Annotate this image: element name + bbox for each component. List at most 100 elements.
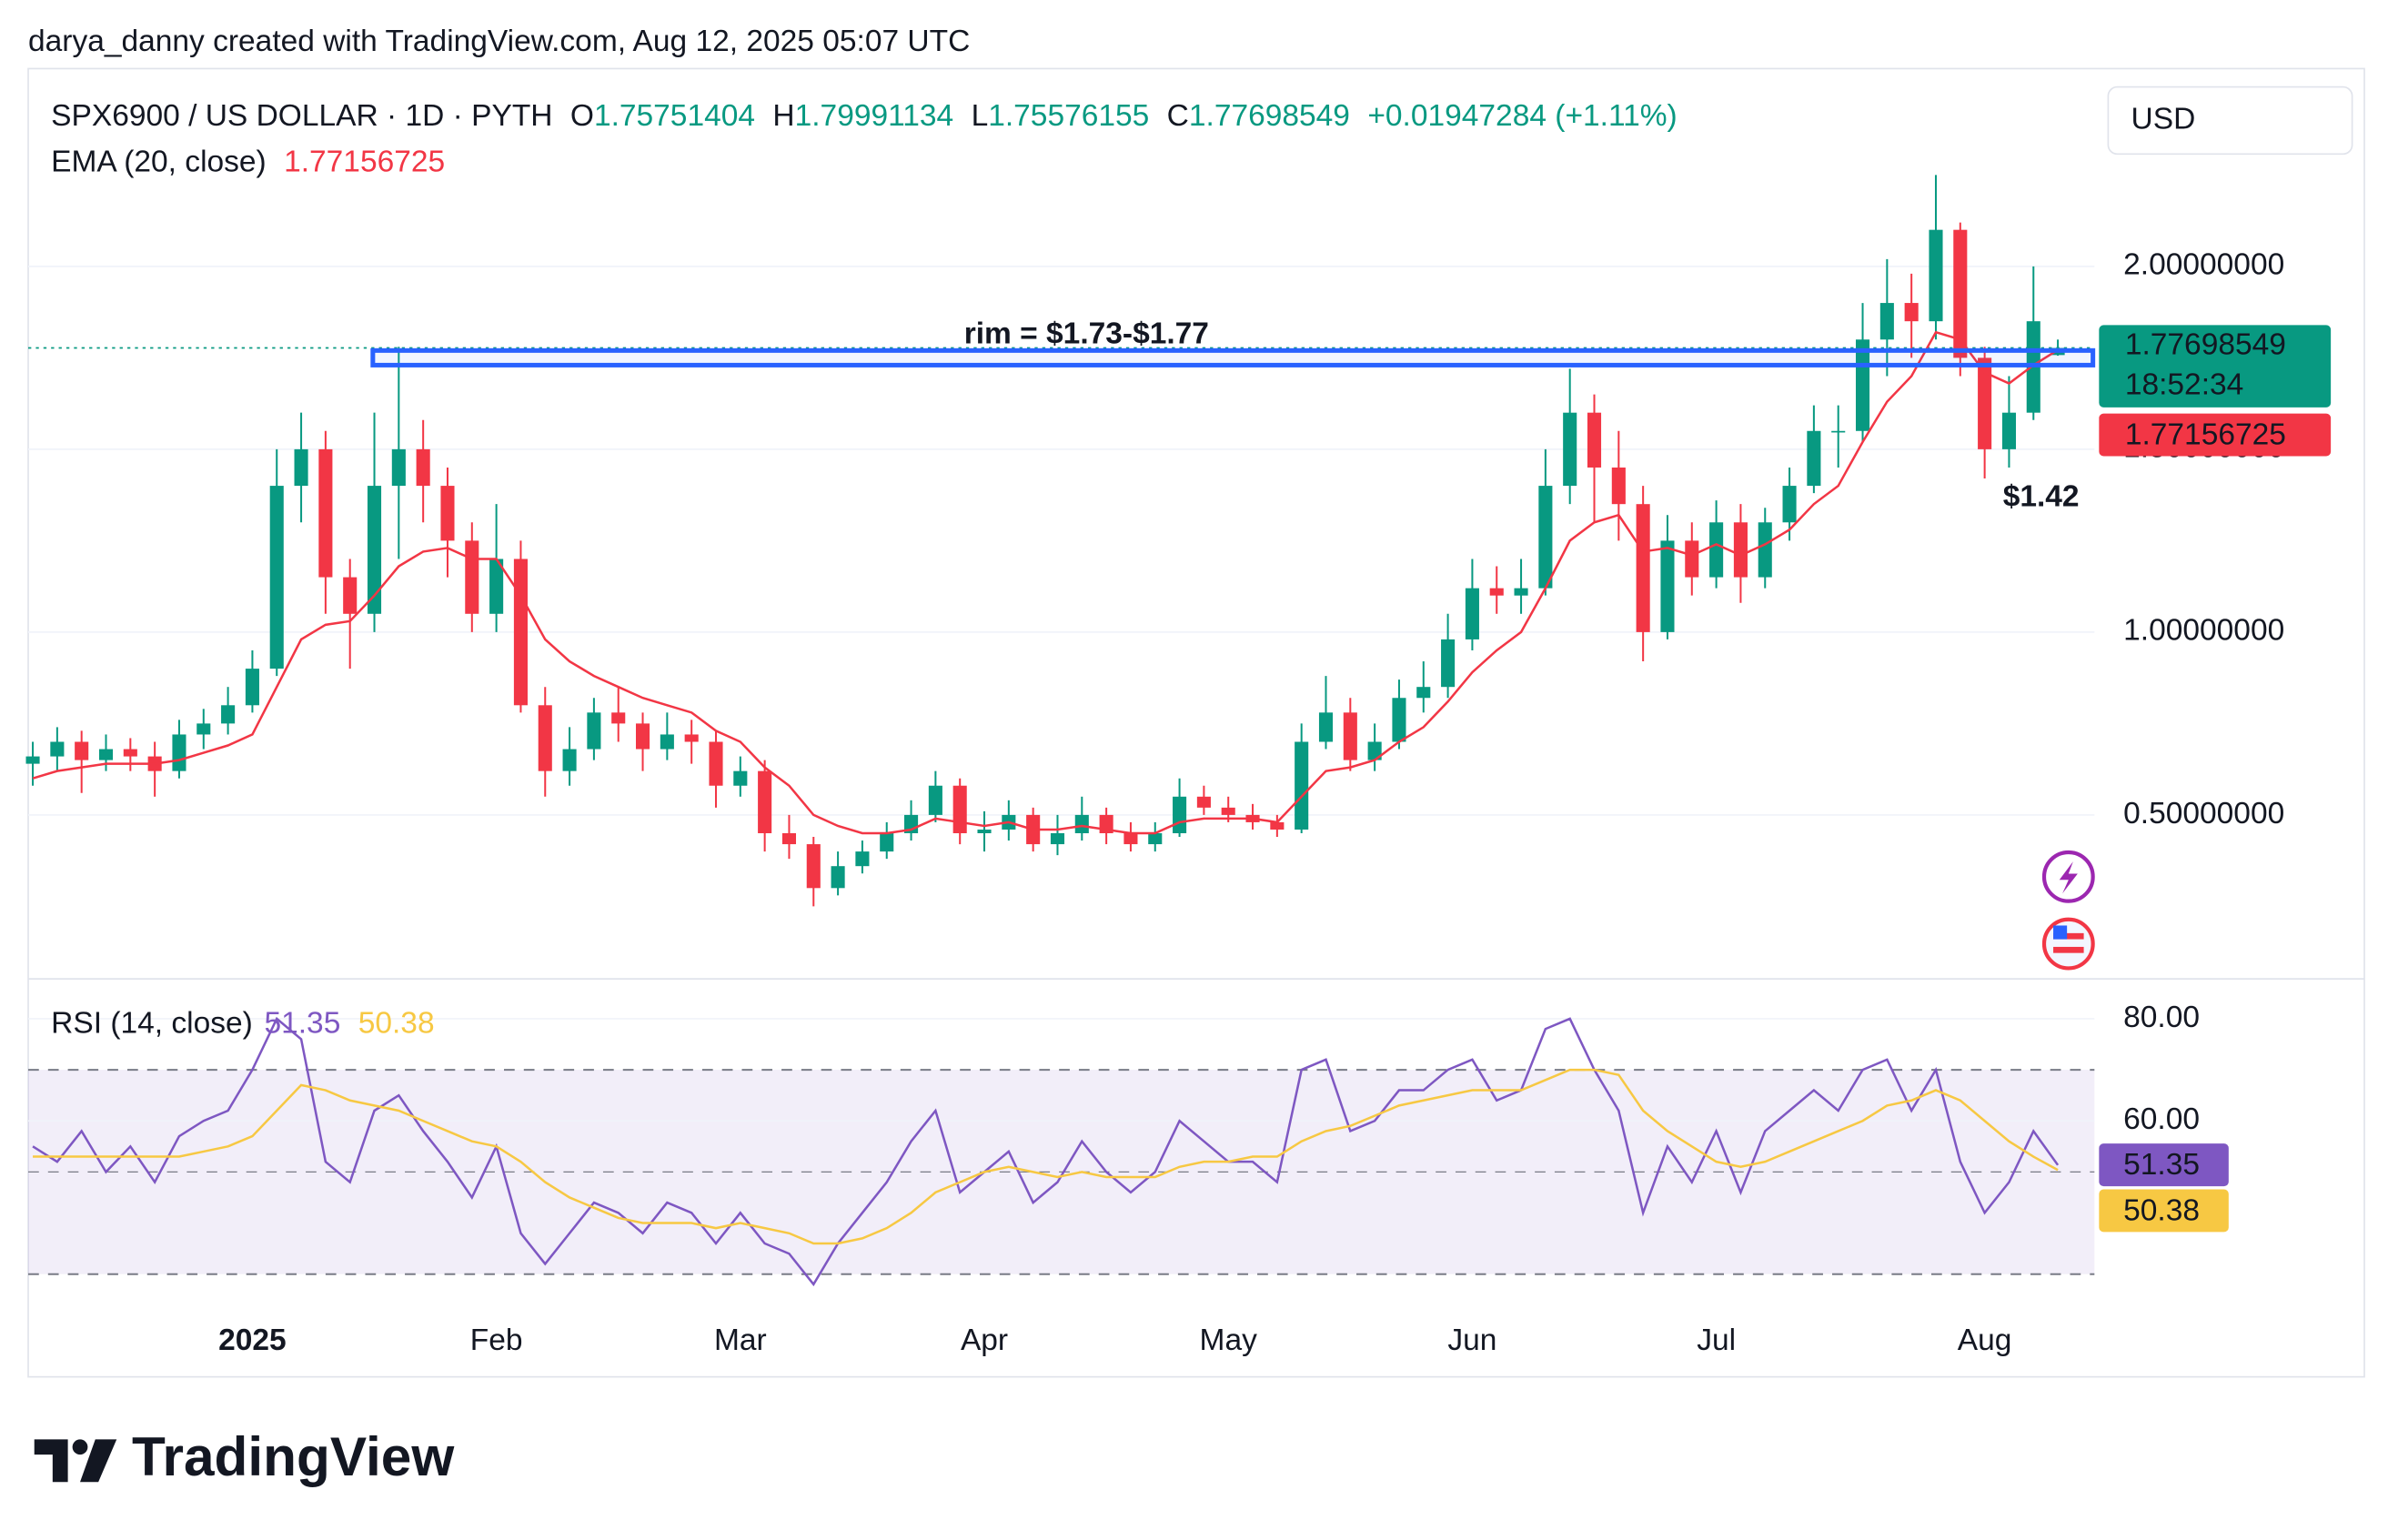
candle-body <box>831 866 845 889</box>
ohlc-value: 1.75576155 <box>988 99 1149 133</box>
candle-body <box>1196 796 1211 808</box>
candle-body <box>50 741 65 757</box>
rsi-label-box <box>2099 1189 2229 1233</box>
currency[interactable]: USD <box>2131 102 2196 136</box>
candle-body <box>952 785 967 834</box>
candle-body <box>367 486 382 614</box>
price-label: 1.77698549 <box>2125 328 2286 362</box>
candle-body <box>1173 796 1187 834</box>
candle-body <box>1733 522 1748 578</box>
candle-body <box>489 559 504 614</box>
candle-body <box>1050 833 1065 845</box>
countdown: 18:52:34 <box>2125 367 2243 401</box>
currency-box[interactable] <box>2107 86 2353 156</box>
candle-body <box>513 559 528 706</box>
ema-line <box>32 330 2059 835</box>
candle-body <box>75 741 89 760</box>
candle-body <box>465 540 479 614</box>
candle-body <box>1441 639 1456 688</box>
x-tick-label: Mar <box>714 1324 767 1357</box>
candle-body <box>1221 807 1235 815</box>
candle-body <box>1074 814 1089 834</box>
candle-body <box>611 712 626 724</box>
rsi-line <box>33 1068 2059 1245</box>
candle-body <box>1807 430 1821 487</box>
candle-body <box>1636 504 1650 632</box>
candle-body <box>269 486 284 669</box>
candle-body <box>1953 229 1968 358</box>
candle-body <box>758 770 772 834</box>
candle-body <box>1367 741 1382 760</box>
y-tick-label: 80.00 <box>2123 1001 2200 1034</box>
flag-stripe <box>2053 946 2084 953</box>
candle-body <box>562 749 577 771</box>
zone-label: rim = $1.73-$1.77 <box>964 317 1209 350</box>
x-tick-label: Jun <box>1447 1324 1496 1357</box>
candle-body <box>1123 833 1138 845</box>
candle-body <box>123 749 137 757</box>
candle-body <box>587 712 601 750</box>
candle-body <box>635 723 650 750</box>
ohlc-label: C <box>1167 99 1189 133</box>
brand: TradingView <box>132 1425 455 1487</box>
rsi-title: RSI (14, close) <box>51 1006 253 1040</box>
frame <box>27 67 2365 1378</box>
candle-body <box>294 448 308 487</box>
candle-body <box>98 749 114 760</box>
candle-body <box>928 785 942 815</box>
ema-name: EMA (20, close) <box>51 145 267 178</box>
candle-body <box>416 448 430 487</box>
candle-body <box>660 734 674 750</box>
price-label-box <box>2099 325 2332 408</box>
candle-body <box>1685 540 1699 578</box>
candle-body <box>1929 229 1943 322</box>
rsi-line <box>32 1016 2060 1287</box>
candle-body <box>1489 588 1504 596</box>
candle-body <box>709 741 723 786</box>
x-tick-label: Aug <box>1958 1324 2012 1357</box>
ema-value: 1.77156725 <box>284 145 445 178</box>
x-tick-label: 2025 <box>218 1324 287 1357</box>
candle-body <box>684 734 699 742</box>
candle-body <box>855 851 870 867</box>
candle-body <box>1343 712 1357 760</box>
candle-body <box>391 448 406 487</box>
candle-body <box>25 756 40 764</box>
change: +0.01947284 (+1.11%) <box>1367 99 1677 133</box>
candle-body <box>1270 821 1285 830</box>
ohlc-label: H <box>772 99 794 133</box>
candle-body <box>1611 467 1626 505</box>
candle-body <box>440 486 455 541</box>
candle-body <box>2001 412 2016 449</box>
lightning <box>2059 861 2078 894</box>
y-tick-label: 0.50000000 <box>2123 797 2284 830</box>
candle-body <box>733 770 748 786</box>
ema-label: 1.77156725 <box>2125 418 2286 452</box>
rsi-value: 51.35 <box>264 1006 340 1040</box>
x-tick-label: Apr <box>961 1324 1008 1357</box>
candle-body <box>1392 698 1406 742</box>
candle-body <box>196 723 211 735</box>
candle-body <box>1879 303 1894 340</box>
candle-body <box>1514 588 1528 596</box>
candle-body <box>1148 833 1163 845</box>
flag-icon[interactable] <box>2041 917 2095 971</box>
rsi-label: 50.38 <box>2123 1193 2200 1227</box>
icons <box>2041 850 2095 971</box>
candle-body <box>1563 412 1577 487</box>
candle-body <box>806 844 821 889</box>
ohlc-value: 1.75751404 <box>594 99 755 133</box>
ohlc-label: L <box>972 99 989 133</box>
flag-canton <box>2053 925 2068 940</box>
candle-body <box>1538 486 1553 589</box>
candle-body <box>1782 486 1797 523</box>
logo-part <box>80 1439 117 1483</box>
candle-body <box>1978 357 1992 449</box>
rsi-ma-value: 50.38 <box>358 1006 435 1040</box>
attribution: darya_danny created with TradingView.com… <box>28 25 970 58</box>
candle-body <box>1709 522 1724 578</box>
candle-body <box>221 705 236 724</box>
candle-body <box>1831 430 1846 433</box>
